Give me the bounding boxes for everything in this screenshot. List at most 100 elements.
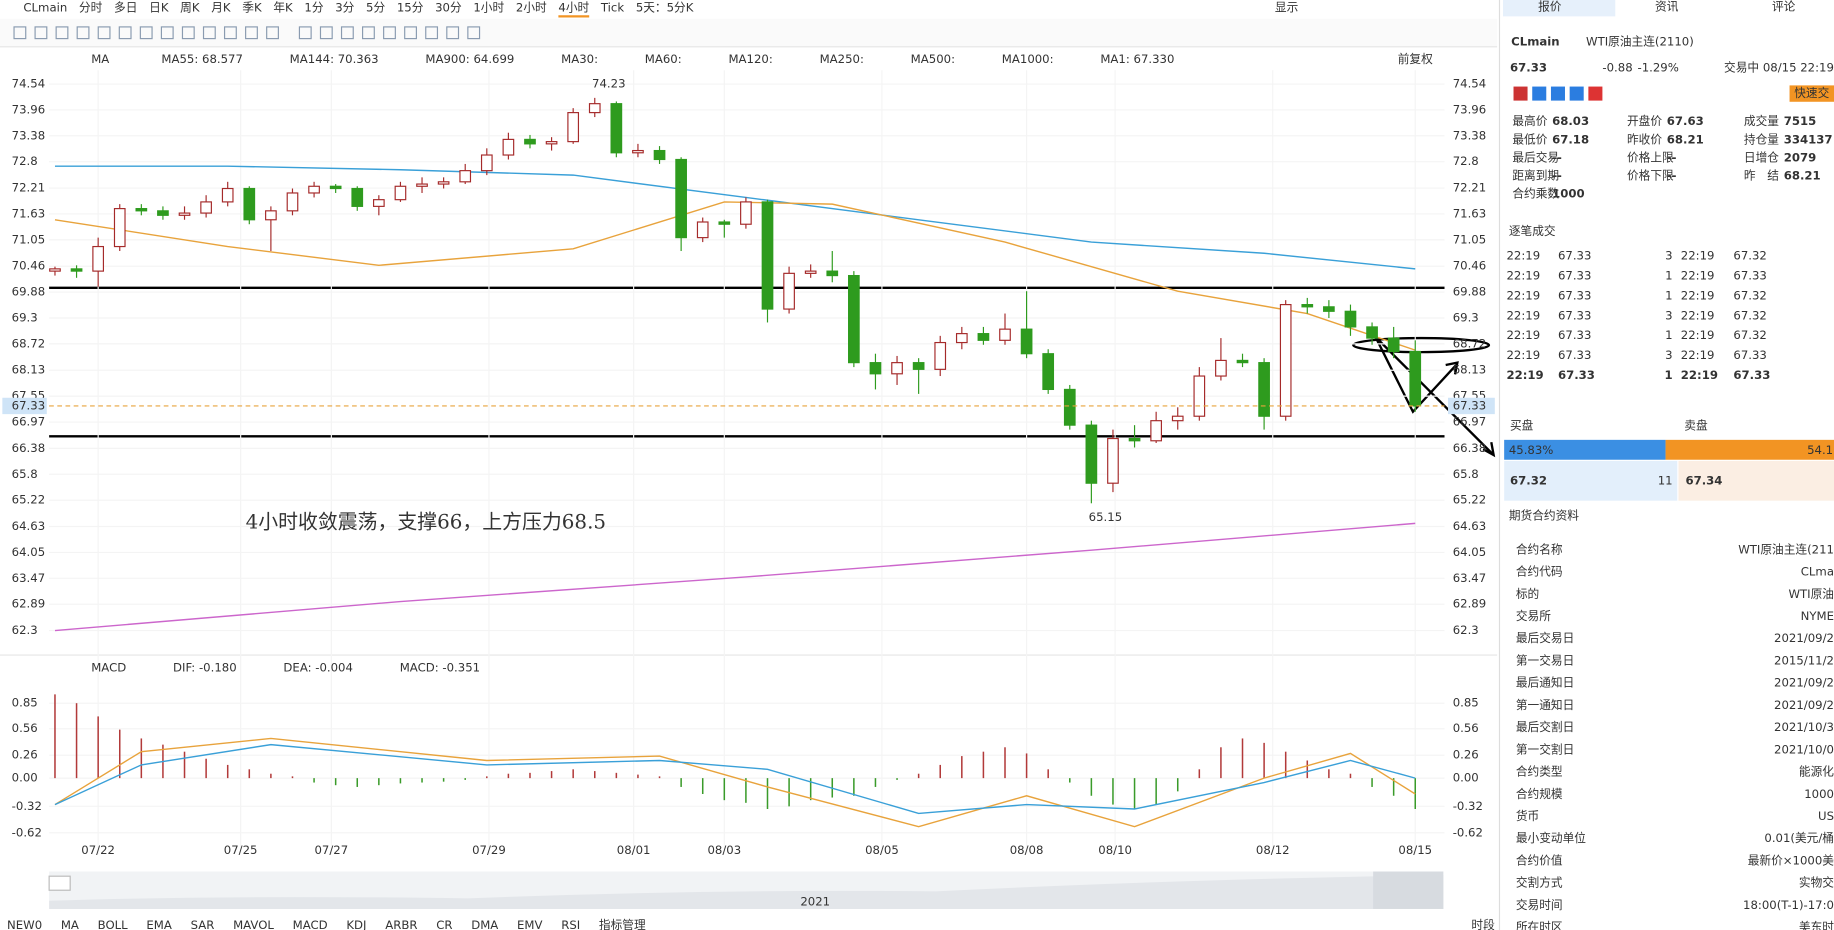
indicator-tab[interactable]: 指标管理	[599, 918, 646, 930]
trade-cell: 3	[1665, 249, 1672, 263]
buy-pct: 45.83%	[1509, 443, 1554, 457]
tool-icon[interactable]	[13, 26, 27, 40]
indicator-tab[interactable]: DMA	[471, 918, 498, 930]
period-button[interactable]: 2小时	[516, 1, 547, 15]
period-button[interactable]: 年K	[273, 1, 293, 15]
indicator-tab[interactable]: ARBR	[385, 918, 417, 930]
flag-icon[interactable]	[1588, 86, 1603, 101]
ma-legend[interactable]: MA250:	[820, 52, 864, 66]
navigator-handle[interactable]	[48, 875, 71, 891]
period-button[interactable]: 1分	[304, 1, 323, 15]
period-button[interactable]: 1小时	[473, 1, 504, 15]
adjust-button[interactable]: 前复权	[1398, 52, 1433, 66]
indicator-tab[interactable]: MA	[61, 918, 79, 930]
indicator-tab[interactable]: MACD	[293, 918, 328, 930]
ma-legend[interactable]: MA60:	[645, 52, 682, 66]
period-button[interactable]: 5分	[366, 1, 385, 15]
tool-icon[interactable]	[404, 26, 417, 40]
tool-icon[interactable]	[118, 26, 132, 40]
ma-legend[interactable]: MA55: 68.577	[161, 52, 242, 66]
tool-icon[interactable]	[160, 26, 174, 40]
ma-legend[interactable]: MA1: 67.330	[1100, 52, 1174, 66]
tool-icon[interactable]	[223, 26, 237, 40]
tool-icon[interactable]	[340, 26, 354, 40]
tool-icon[interactable]	[34, 26, 48, 40]
candle-body	[1279, 304, 1292, 417]
panel-tab[interactable]: 资讯	[1655, 0, 1679, 14]
period-button[interactable]: 4小时	[558, 1, 589, 15]
tool-icon[interactable]	[383, 26, 396, 40]
stat-value: 67.18	[1552, 132, 1589, 146]
period-button[interactable]: 3分	[335, 1, 354, 15]
quick-trade[interactable]: 快速交	[1794, 86, 1829, 100]
tool-icon[interactable]	[298, 26, 312, 40]
ma-legend[interactable]: MA30:	[561, 52, 598, 66]
ma-legend[interactable]: MA500:	[911, 52, 955, 66]
flag-icon[interactable]	[1532, 86, 1547, 101]
tool-icon[interactable]	[446, 26, 460, 40]
candle-body	[1171, 415, 1184, 422]
active-tab[interactable]	[1502, 0, 1616, 17]
tool-icon[interactable]	[467, 26, 481, 40]
ma-legend[interactable]: MA900: 64.699	[425, 52, 514, 66]
display-button[interactable]: 显示	[1275, 1, 1298, 15]
indicator-tab[interactable]: RSI	[561, 918, 580, 930]
indicator-tab[interactable]: EMA	[146, 918, 171, 930]
tool-icon[interactable]	[181, 26, 195, 40]
tool-icon[interactable]	[425, 26, 439, 40]
quick-trade-btn[interactable]	[1789, 85, 1834, 102]
info-label: 第一交割日	[1516, 742, 1574, 756]
period-button[interactable]: 15分	[397, 1, 424, 15]
indicator-tab[interactable]: KDJ	[346, 918, 366, 930]
tool-icon[interactable]	[245, 26, 258, 40]
macd-tick-label: 0.00	[12, 771, 38, 785]
candle-body	[49, 268, 61, 272]
ma-legend[interactable]: MA1000:	[1002, 52, 1054, 66]
period-button[interactable]: 多日	[114, 1, 137, 15]
macd-legend[interactable]: DEA: -0.004	[283, 660, 353, 674]
macd-tick-label: 0.26	[1453, 748, 1479, 762]
ma-legend[interactable]: MA144: 70.363	[290, 52, 379, 66]
period-button[interactable]: 季K	[242, 1, 262, 15]
ma-legend[interactable]: MA	[91, 52, 109, 66]
panel-tab[interactable]: 报价	[1538, 0, 1562, 14]
symbol-tab[interactable]: CLmain	[23, 1, 67, 15]
indicator-tab[interactable]: NEW0	[7, 918, 42, 930]
period-button[interactable]: 月K	[211, 1, 231, 15]
macd-legend[interactable]: MACD: -0.351	[400, 660, 480, 674]
indicator-tab[interactable]: CR	[436, 918, 452, 930]
period-button[interactable]: 30分	[435, 1, 462, 15]
tool-icon[interactable]	[266, 26, 279, 40]
tool-icon[interactable]	[139, 26, 153, 40]
period-button[interactable]: 周K	[180, 1, 200, 15]
tool-icon[interactable]	[97, 26, 111, 40]
candle-body	[286, 192, 299, 212]
tool-icon[interactable]	[55, 26, 69, 40]
flag-icon[interactable]	[1569, 86, 1584, 101]
period-button[interactable]: Tick	[600, 1, 624, 15]
macd-legend[interactable]: DIF: -0.180	[173, 660, 237, 674]
candle-body	[416, 183, 428, 187]
tool-icon[interactable]	[362, 26, 375, 40]
period-button[interactable]: 日K	[149, 1, 169, 15]
tool-icon[interactable]	[319, 26, 333, 40]
y-tick-label: 71.05	[12, 232, 45, 246]
stat-label: 成交量	[1744, 114, 1779, 128]
trade-cell: 3	[1665, 348, 1672, 362]
indicator-tab[interactable]: EMV	[517, 918, 542, 930]
flag-icon[interactable]	[1550, 86, 1565, 101]
tool-icon[interactable]	[76, 26, 90, 40]
macd-legend[interactable]: MACD	[91, 660, 126, 674]
indicator-tab[interactable]: SAR	[191, 918, 215, 930]
x-tick-label: 08/08	[1010, 843, 1044, 857]
period-button[interactable]: 5天：5分K	[636, 1, 694, 15]
ma-legend[interactable]: MA120:	[728, 52, 772, 66]
panel-tab[interactable]: 评论	[1772, 0, 1796, 14]
period-button[interactable]: 时段	[1471, 918, 1495, 930]
indicator-tab[interactable]: MAVOL	[233, 918, 274, 930]
tool-icon[interactable]	[202, 26, 216, 40]
flag-icon[interactable]	[1513, 86, 1528, 101]
period-button[interactable]: 分时	[79, 1, 103, 15]
indicator-tab[interactable]: BOLL	[98, 918, 129, 930]
